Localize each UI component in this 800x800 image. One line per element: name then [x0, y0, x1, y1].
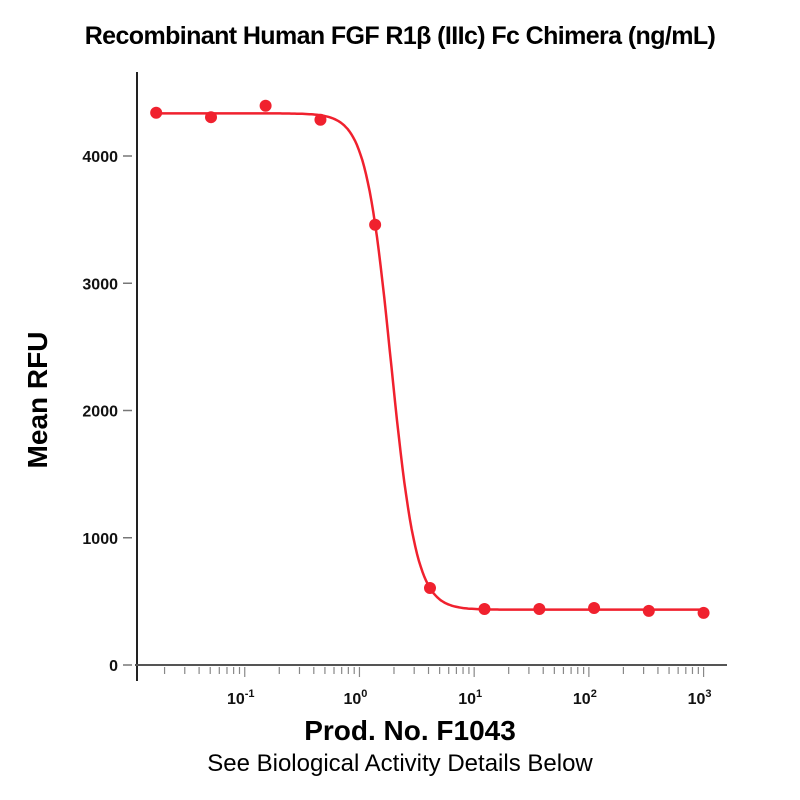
chart-title: Recombinant Human FGF R1β (IIIc) Fc Chim… — [84, 22, 716, 50]
y-tick-label: 4000 — [82, 149, 118, 166]
x-tick-label: 10-1 — [227, 688, 255, 708]
data-point — [150, 106, 163, 119]
x-tick-label: 101 — [458, 688, 482, 708]
x-tick-label: 103 — [688, 688, 712, 708]
data-point — [423, 582, 436, 595]
data-point — [642, 604, 655, 617]
y-tick-label: 2000 — [82, 404, 118, 421]
data-point — [697, 606, 710, 619]
data-point — [314, 113, 327, 126]
data-point — [259, 99, 272, 112]
y-tick-label: 1000 — [82, 531, 118, 548]
fit-curve — [156, 112, 704, 611]
data-point — [369, 218, 382, 231]
x-tick-label: 102 — [573, 688, 597, 708]
y-tick-label: 0 — [109, 658, 118, 675]
x-axis-label: Prod. No. F1043 — [304, 715, 516, 746]
data-point — [478, 603, 491, 616]
data-point — [588, 601, 601, 614]
data-point — [533, 603, 546, 616]
x-tick-label: 100 — [343, 688, 367, 708]
data-point — [205, 111, 218, 124]
chart-note: See Biological Activity Details Below — [207, 750, 593, 777]
y-tick-label: 3000 — [82, 276, 118, 293]
